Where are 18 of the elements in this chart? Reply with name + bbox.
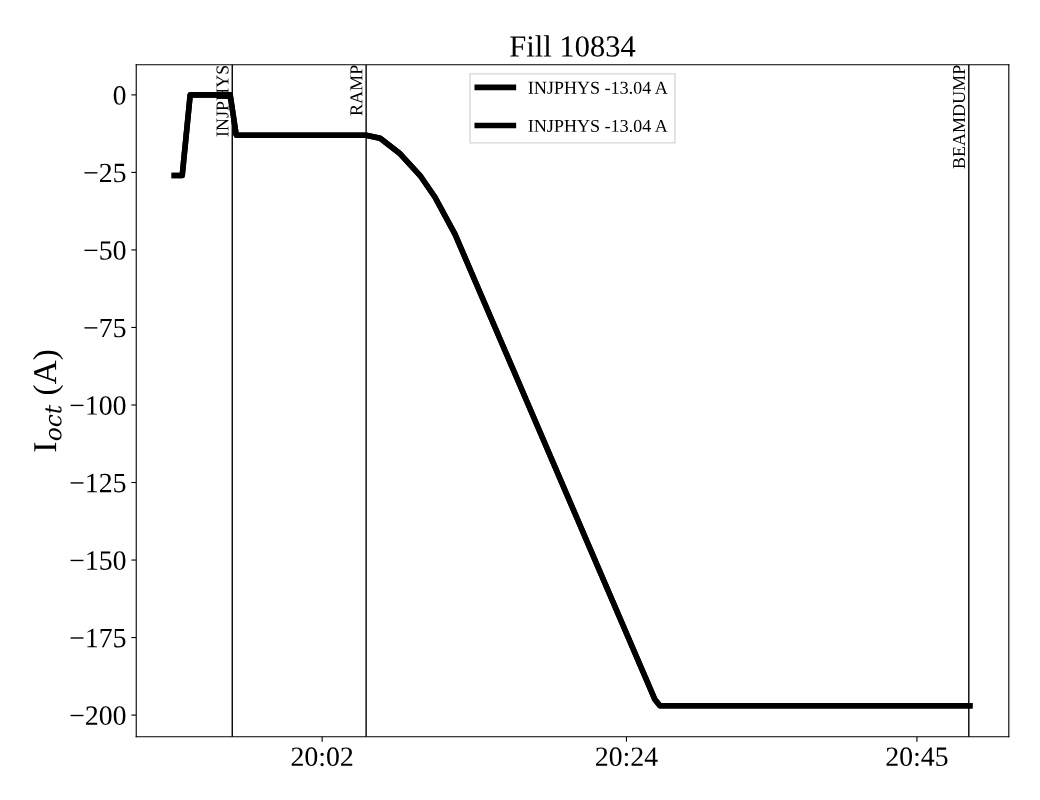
y-tick-label: −175 [70,628,126,648]
y-tick-label: −150 [70,551,126,570]
legend-label: INJPHYS -13.04 A [528,81,668,94]
legend-label: INJPHYS -13.04 A [528,119,668,133]
y-tick-label: −50 [84,241,126,260]
ref-line-label: BEAMDUMP [953,65,966,169]
x-tick-label: 20:02 [291,747,353,767]
y-tick-label: 0 [113,86,126,105]
y-axis-title: I$_{oct}$ (A) [32,350,64,452]
chart-title: Fill 10834 [510,35,636,57]
x-tick-label: 20:24 [596,747,658,767]
y-tick-label: −25 [84,163,126,183]
y-tick-label: −125 [70,473,126,493]
x-tick-label: 20:45 [886,747,948,767]
ref-line-label: RAMP [350,65,363,116]
y-tick-label: −100 [70,396,126,415]
y-tick-label: −200 [70,706,126,725]
y-tick-label: −75 [84,318,126,338]
